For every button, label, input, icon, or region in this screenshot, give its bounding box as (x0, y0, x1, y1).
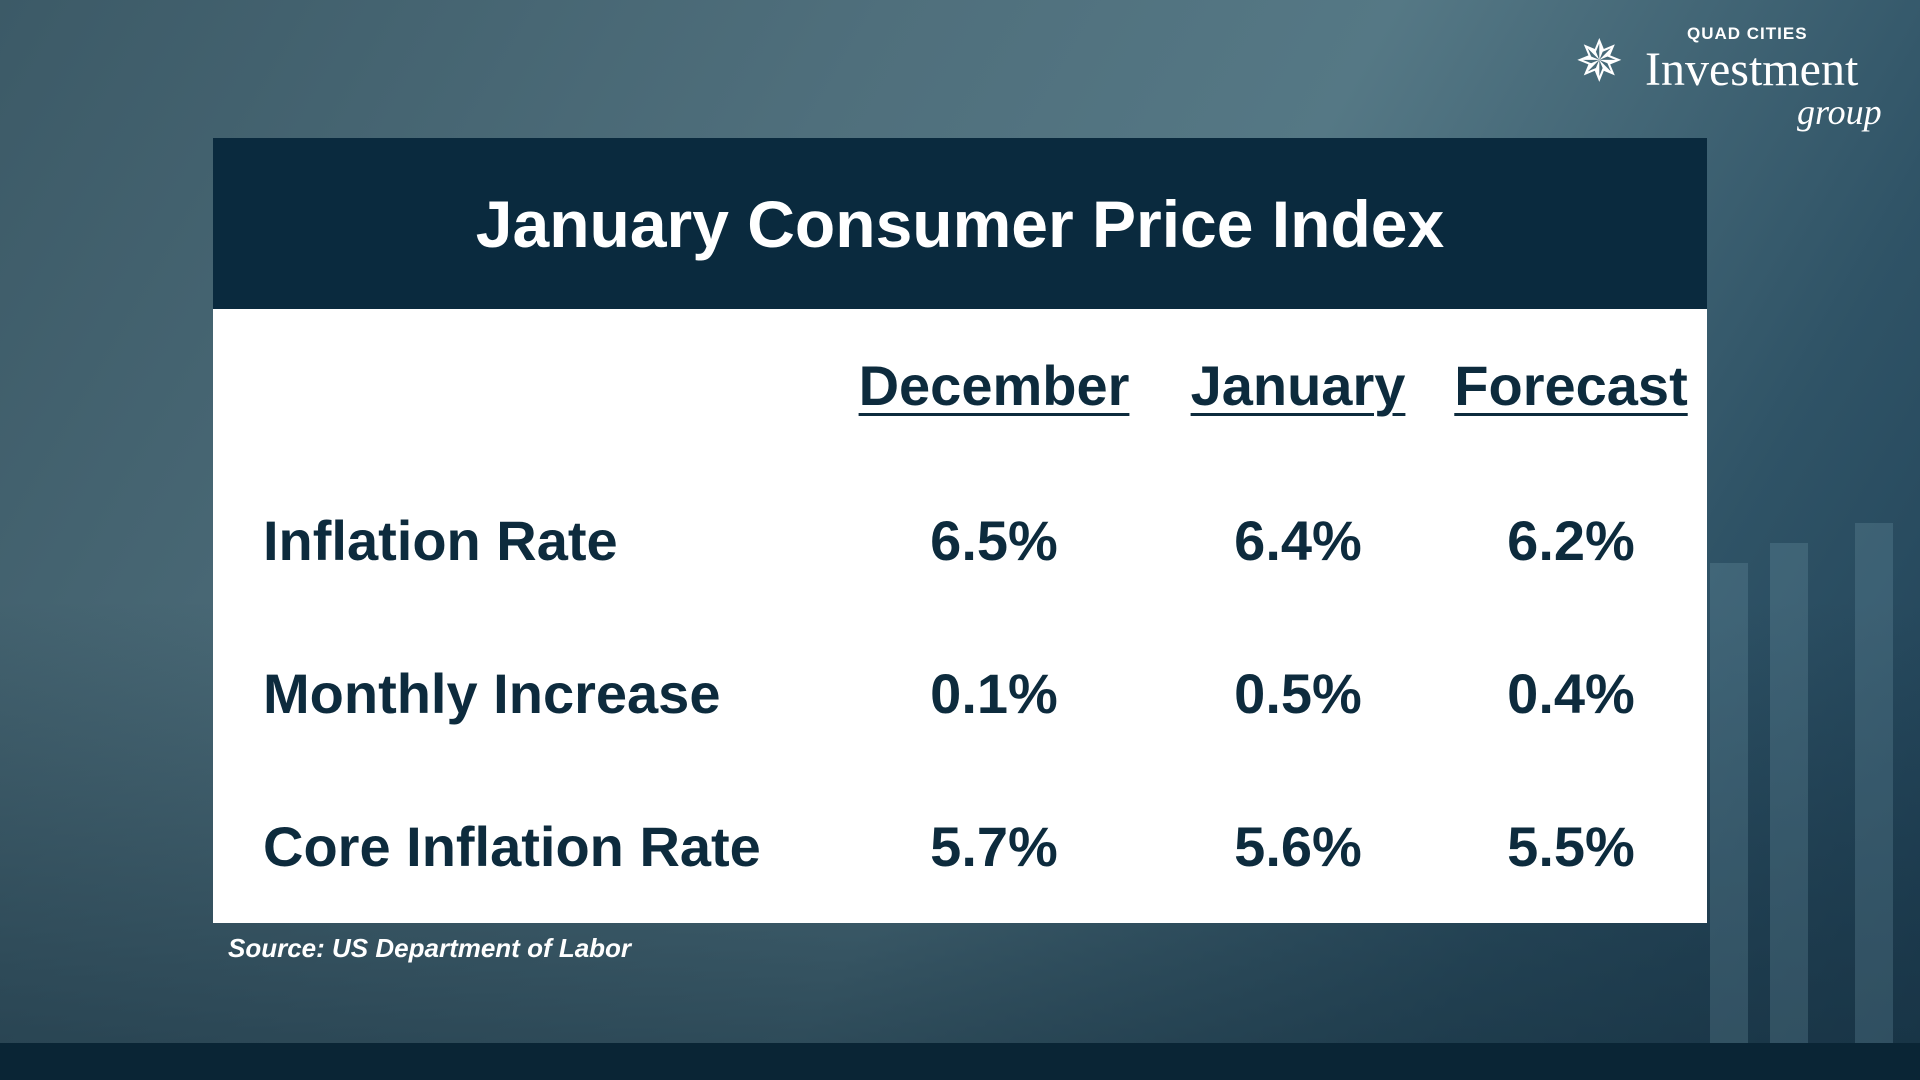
table-row: Monthly Increase 0.1% 0.5% 0.4% (213, 661, 1707, 741)
table-row: Core Inflation Rate 5.7% 5.6% 5.5% (213, 814, 1707, 894)
logo-main: Investment (1645, 43, 1859, 96)
row-label: Inflation Rate (263, 509, 618, 572)
background-bar (1855, 523, 1893, 1043)
table-row: Inflation Rate 6.5% 6.4% 6.2% (213, 508, 1707, 588)
company-logo: ✵ QUAD CITIES Investment group (1575, 24, 1905, 134)
cell-value: 6.5% (930, 509, 1058, 572)
logo-sub: group (1797, 92, 1882, 132)
bottom-bar (0, 1043, 1920, 1080)
column-header-forecast: Forecast (1454, 354, 1688, 417)
cell-value: 5.6% (1234, 815, 1362, 878)
cell-value: 0.5% (1234, 662, 1362, 725)
column-header-december: December (858, 354, 1130, 417)
logo-top: QUAD CITIES (1687, 24, 1808, 43)
star-icon: ✵ (1575, 29, 1624, 94)
cell-value: 5.5% (1507, 815, 1635, 878)
cell-value: 5.7% (930, 815, 1058, 878)
background-bar (1770, 543, 1808, 1043)
cell-value: 6.4% (1234, 509, 1362, 572)
cell-value: 0.1% (930, 662, 1058, 725)
page-title: January Consumer Price Index (213, 138, 1707, 309)
background-bar (1710, 563, 1748, 1043)
column-header-january: January (1190, 354, 1406, 417)
cell-value: 0.4% (1507, 662, 1635, 725)
row-label: Monthly Increase (263, 662, 721, 725)
source-note: Source: US Department of Labor (228, 933, 632, 963)
cpi-table-panel: January Consumer Price Index December Ja… (213, 138, 1707, 923)
row-label: Core Inflation Rate (263, 815, 761, 878)
cell-value: 6.2% (1507, 509, 1635, 572)
